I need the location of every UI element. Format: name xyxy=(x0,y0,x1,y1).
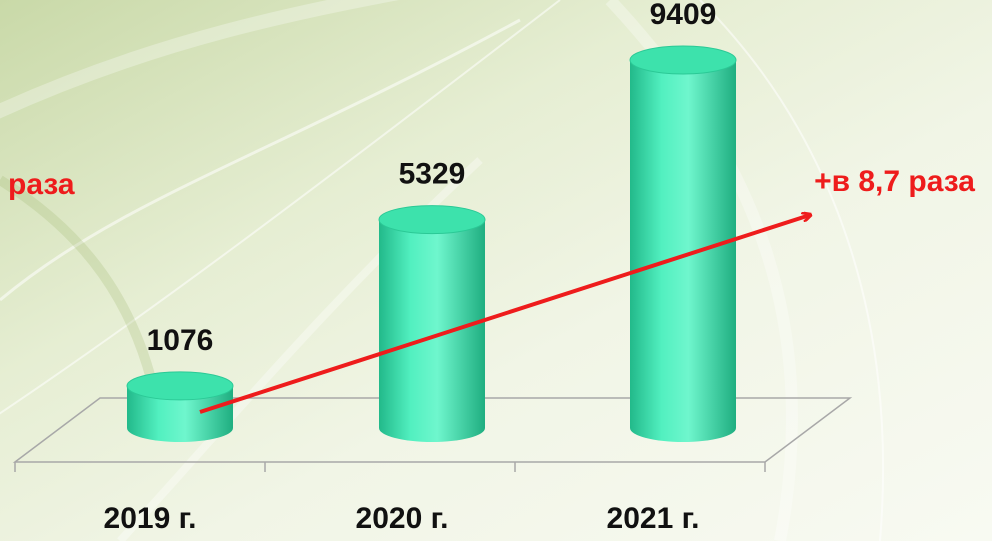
bar xyxy=(379,219,485,442)
bar xyxy=(127,385,233,442)
floor xyxy=(12,397,853,472)
x-tick-label: 2019 г. xyxy=(104,502,197,535)
annotation: раза xyxy=(8,168,75,201)
trend-arrow xyxy=(199,215,810,414)
x-tick-label: 2020 г. xyxy=(356,502,449,535)
value-label: 1076 xyxy=(147,324,214,357)
bar-top xyxy=(378,205,486,235)
bar-top xyxy=(629,45,737,75)
value-label: 9409 xyxy=(650,0,717,31)
value-label: 5329 xyxy=(399,157,466,190)
bars xyxy=(126,45,737,442)
annotation: +в 8,7 раза xyxy=(814,165,975,198)
bar xyxy=(630,60,736,442)
x-tick-label: 2021 г. xyxy=(607,502,700,535)
bar-top xyxy=(126,371,234,401)
background-swirls xyxy=(0,175,165,421)
